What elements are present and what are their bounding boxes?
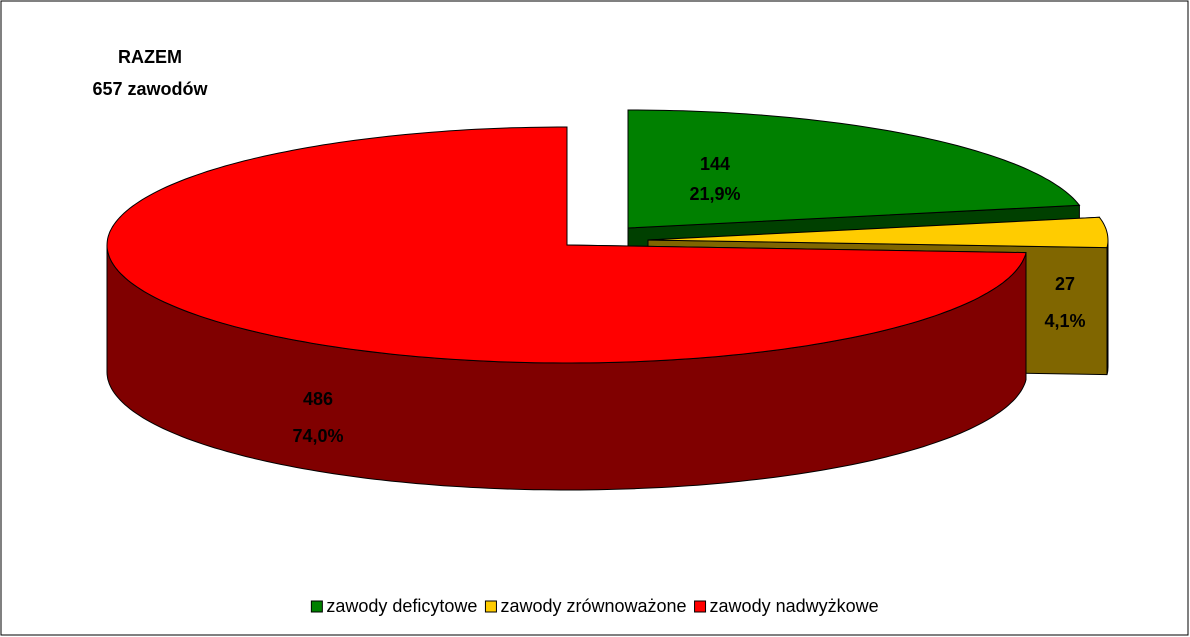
slice bbox=[106, 126, 1027, 364]
legend-swatch bbox=[310, 600, 323, 613]
chart-title: RAZEM bbox=[118, 47, 182, 67]
data-label-percent: 74,0% bbox=[292, 426, 343, 446]
data-label-percent: 4,1% bbox=[1044, 311, 1085, 331]
legend-swatch bbox=[484, 600, 497, 613]
data-label: 486 bbox=[303, 389, 333, 409]
data-label: 27 bbox=[1055, 274, 1075, 294]
legend-swatch bbox=[694, 600, 707, 613]
legend-label: zawody zrównoważone bbox=[500, 596, 686, 616]
slice bbox=[627, 109, 1081, 229]
data-label-percent: 21,9% bbox=[689, 184, 740, 204]
data-label: 144 bbox=[700, 154, 730, 174]
legend-label: zawody nadwyżkowe bbox=[710, 596, 879, 616]
slice-side bbox=[1106, 239, 1109, 375]
legend-label: zawody deficytowe bbox=[326, 596, 477, 616]
chart-subtitle: 657 zawodów bbox=[92, 79, 208, 99]
slice bbox=[647, 216, 1109, 249]
